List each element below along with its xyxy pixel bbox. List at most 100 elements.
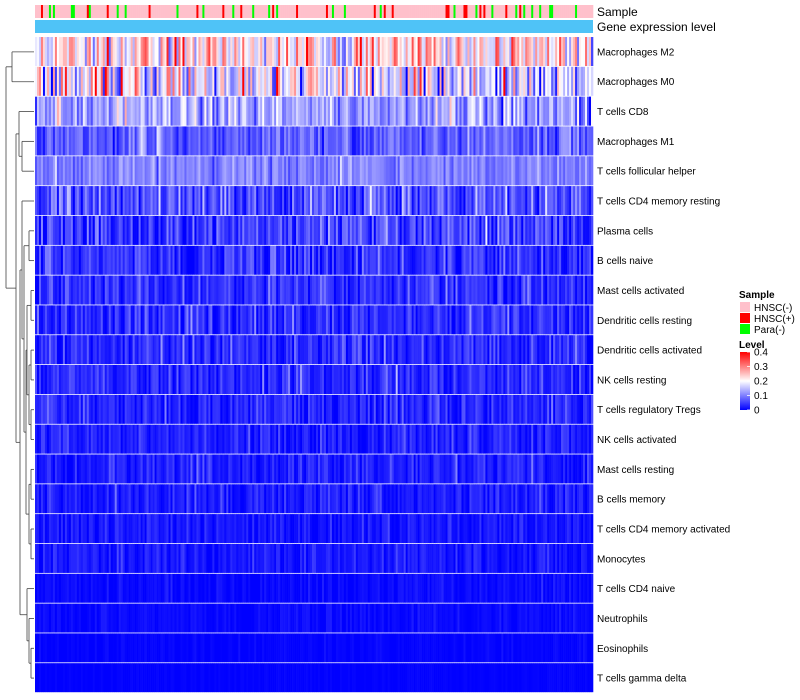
heatmap-cell <box>555 424 558 454</box>
heatmap-cell <box>481 305 484 335</box>
heatmap-cell <box>327 96 331 126</box>
heatmap-cell <box>82 454 86 484</box>
heatmap-cell <box>116 245 119 275</box>
heatmap-cell <box>321 37 325 67</box>
heatmap-cell <box>521 335 524 365</box>
heatmap-cell <box>196 66 199 96</box>
heatmap-cell <box>375 186 379 216</box>
heatmap-cell <box>126 394 129 424</box>
heatmap-cell <box>96 275 100 305</box>
heatmap-cell <box>132 394 135 424</box>
heatmap-cell <box>302 126 305 156</box>
heatmap-cell <box>547 335 550 365</box>
heatmap-cell <box>505 394 508 424</box>
heatmap-cell <box>160 394 163 424</box>
heatmap-cell <box>495 126 498 156</box>
heatmap-cell <box>333 156 337 186</box>
heatmap-cell <box>379 37 383 67</box>
heatmap-cell <box>465 424 468 454</box>
heatmap-cell <box>323 305 327 335</box>
heatmap-cell <box>258 186 261 216</box>
heatmap-cell <box>266 305 269 335</box>
heatmap-cell <box>341 186 345 216</box>
heatmap-cell <box>208 215 211 245</box>
heatmap-cell <box>220 96 223 126</box>
heatmap-cell <box>230 186 233 216</box>
heatmap-cell <box>319 215 323 245</box>
heatmap-cell <box>250 126 253 156</box>
heatmap-cell <box>282 335 285 365</box>
heatmap-cell <box>234 424 237 454</box>
heatmap-cell <box>134 454 137 484</box>
heatmap-cell <box>184 275 187 305</box>
heatmap-cell <box>519 96 522 126</box>
heatmap-cell <box>439 335 442 365</box>
heatmap-cell <box>164 156 167 186</box>
heatmap-cell <box>146 514 149 544</box>
heatmap-cell <box>449 156 452 186</box>
heatmap-cell <box>569 66 572 96</box>
heatmap-cell <box>425 275 428 305</box>
heatmap-cell <box>439 66 442 96</box>
heatmap-cell <box>395 484 398 514</box>
heatmap-cell <box>306 484 309 514</box>
heatmap-cell <box>186 424 189 454</box>
heatmap-cell <box>252 37 255 67</box>
heatmap-cell <box>90 215 94 245</box>
heatmap-cell <box>477 156 480 186</box>
heatmap-cell <box>373 305 377 335</box>
heatmap-cell <box>563 335 566 365</box>
heatmap-cell <box>465 186 468 216</box>
heatmap-cell <box>138 156 141 186</box>
heatmap-cell <box>519 454 522 484</box>
heatmap-cell <box>379 424 383 454</box>
heatmap-cell <box>427 424 430 454</box>
heatmap-cell <box>254 484 257 514</box>
heatmap-cell <box>194 305 197 335</box>
heatmap-cell <box>459 156 462 186</box>
sample-cell <box>487 5 490 18</box>
heatmap-cell <box>42 126 46 156</box>
heatmap-cell <box>373 394 377 424</box>
heatmap-cell <box>156 454 159 484</box>
heatmap-cell <box>461 275 464 305</box>
heatmap-cell <box>531 37 534 67</box>
heatmap-cell <box>561 215 564 245</box>
heatmap-cell <box>206 245 209 275</box>
heatmap-cell <box>459 394 462 424</box>
sample-cell <box>190 5 193 18</box>
heatmap-cell <box>321 245 325 275</box>
heatmap-cell <box>124 215 127 245</box>
heatmap-cell <box>363 394 367 424</box>
heatmap-cell <box>387 37 391 67</box>
heatmap-cell <box>234 394 237 424</box>
heatmap-cell <box>507 394 510 424</box>
heatmap-cell <box>387 275 391 305</box>
sample-cell <box>321 5 325 18</box>
heatmap-cell <box>421 394 424 424</box>
heatmap-cell <box>134 514 137 544</box>
heatmap-cell <box>559 66 562 96</box>
heatmap-cell <box>499 335 502 365</box>
heatmap-cell <box>423 484 426 514</box>
heatmap-cell <box>465 335 468 365</box>
heatmap-cell <box>413 275 416 305</box>
heatmap-cell <box>547 96 550 126</box>
heatmap-cell <box>589 96 592 126</box>
heatmap-cell <box>497 454 500 484</box>
heatmap-cell <box>553 394 556 424</box>
heatmap-cell <box>529 96 532 126</box>
heatmap-cell <box>70 454 74 484</box>
heatmap-cell <box>513 365 516 395</box>
sample-cell <box>234 5 237 18</box>
heatmap-cell <box>44 66 48 96</box>
heatmap-cell <box>331 335 335 365</box>
heatmap-cell <box>182 126 185 156</box>
heatmap-cell <box>110 484 114 514</box>
heatmap-cell <box>503 394 506 424</box>
heatmap-cell <box>50 305 54 335</box>
heatmap-cell <box>272 394 275 424</box>
heatmap-cell <box>298 275 301 305</box>
heatmap-cell <box>308 365 311 395</box>
heatmap-cell <box>349 215 353 245</box>
